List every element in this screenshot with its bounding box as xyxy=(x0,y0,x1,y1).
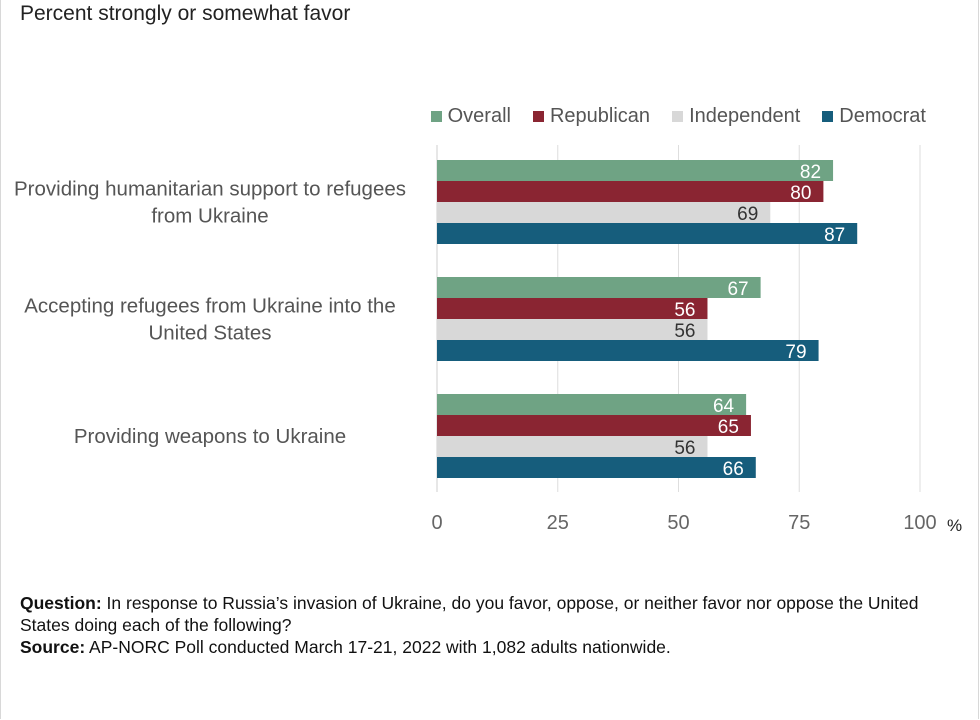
data-label: 79 xyxy=(785,342,806,363)
legend-item-democrat: Democrat xyxy=(822,105,926,128)
x-tick-label: 25 xyxy=(547,512,569,534)
data-label: 67 xyxy=(727,279,748,300)
data-label: 69 xyxy=(737,204,758,225)
source-note: Source: AP-NORC Poll conducted March 17-… xyxy=(20,636,960,658)
legend-item-republican: Republican xyxy=(532,105,651,128)
category-label: Accepting refugees from Ukraine into the… xyxy=(24,295,395,345)
chart-notes: Question: In response to Russia’s invasi… xyxy=(20,592,960,658)
source-text: AP-NORC Poll conducted March 17-21, 2022… xyxy=(85,637,671,657)
category-label-line: from Ukraine xyxy=(151,205,268,228)
data-label: 87 xyxy=(824,225,845,246)
legend-label: Republican xyxy=(549,105,651,127)
category-label-line: Providing humanitarian support to refuge… xyxy=(14,178,406,201)
legend-swatch xyxy=(430,111,442,122)
bar-overall xyxy=(437,277,761,298)
legend-item-overall: Overall xyxy=(430,105,511,128)
category-label-line: United States xyxy=(148,322,271,345)
bar-republican xyxy=(437,415,751,436)
question-label: Question: xyxy=(20,593,102,613)
data-label: 82 xyxy=(800,162,821,183)
data-label: 56 xyxy=(674,300,695,321)
legend-swatch xyxy=(672,111,684,122)
legend-item-independent: Independent xyxy=(672,105,800,128)
question-text: In response to Russia’s invasion of Ukra… xyxy=(20,593,919,635)
category-label: Providing weapons to Ukraine xyxy=(74,425,346,448)
question-note: Question: In response to Russia’s invasi… xyxy=(20,592,960,636)
x-tick-label: 75 xyxy=(788,512,810,534)
bar-independent xyxy=(437,436,708,457)
data-label: 65 xyxy=(718,417,739,438)
data-label: 56 xyxy=(674,438,695,459)
bar-democrat xyxy=(437,457,756,478)
x-tick-label: 50 xyxy=(667,512,689,534)
x-tick-label: 0 xyxy=(431,512,442,534)
legend-label: Independent xyxy=(689,105,801,127)
bar-independent xyxy=(437,202,771,223)
bar-democrat xyxy=(437,223,858,244)
x-tick-label: 100 xyxy=(903,512,936,534)
chart-subtitle: Percent strongly or somewhat favor xyxy=(20,2,351,25)
data-label: 80 xyxy=(790,183,811,204)
category-label-line: Providing weapons to Ukraine xyxy=(74,425,346,448)
bar-overall xyxy=(437,394,747,415)
legend-label: Overall xyxy=(447,105,511,127)
bar-overall xyxy=(437,160,834,181)
data-label: 56 xyxy=(674,321,695,342)
x-axis-unit: % xyxy=(947,516,962,535)
legend-swatch xyxy=(532,111,544,122)
bar-republican xyxy=(437,298,708,319)
legend-swatch xyxy=(822,111,834,122)
source-label: Source: xyxy=(20,637,86,657)
bar-independent xyxy=(437,319,708,340)
bar-democrat xyxy=(437,340,819,361)
category-label: Providing humanitarian support to refuge… xyxy=(14,178,406,228)
category-label-line: Accepting refugees from Ukraine into the xyxy=(24,295,395,318)
data-label: 66 xyxy=(723,459,744,480)
legend-label: Democrat xyxy=(839,105,926,127)
bar-republican xyxy=(437,181,824,202)
chart-legend: Overall Republican Independent Democrat xyxy=(430,105,926,128)
data-label: 64 xyxy=(713,396,735,417)
